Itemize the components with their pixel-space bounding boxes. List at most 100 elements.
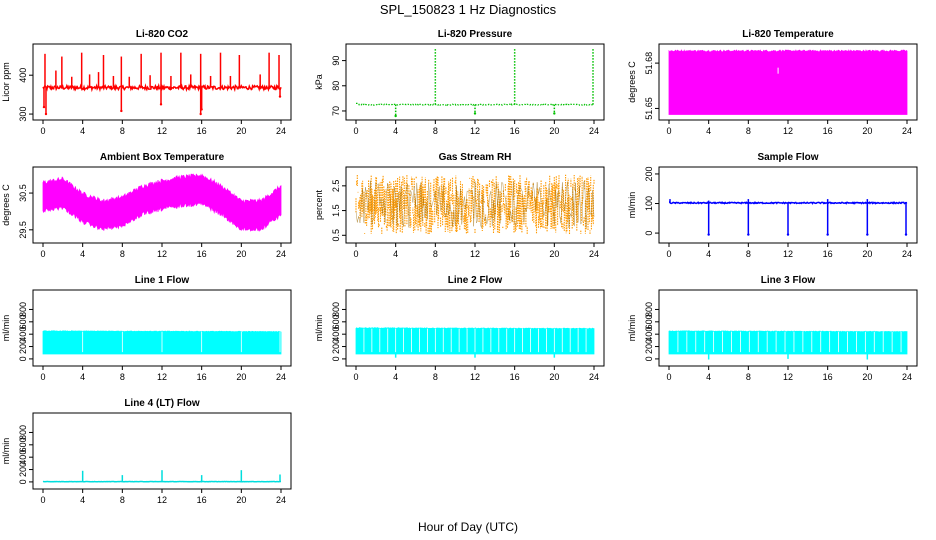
series-line-4-lt-flow <box>42 470 281 483</box>
panel-title-li820-co2: Li-820 CO2 <box>136 29 189 40</box>
x-tick-label-li820-co2-3: 12 <box>157 126 167 136</box>
dip-point-sample-flow-5 <box>904 233 908 236</box>
x-tick-label-li820-pressure-2: 8 <box>433 126 438 136</box>
y-tick-label-line-3-flow-3: 600 <box>644 314 654 329</box>
dip-point-sample-flow-4 <box>866 233 869 236</box>
x-tick-label-line-1-flow-2: 8 <box>120 372 125 382</box>
y-tick-label-line-3-flow-4: 800 <box>644 302 654 317</box>
x-tick-label-ambient-box-temperature-5: 20 <box>236 249 246 259</box>
series-line-2-flow <box>355 327 595 358</box>
x-tick-label-li820-pressure-3: 12 <box>470 126 480 136</box>
x-tick-label-gas-stream-rh-3: 12 <box>470 249 480 259</box>
dip-point-li820-pressure-2 <box>553 112 556 115</box>
x-tick-label-line-1-flow-6: 24 <box>276 372 286 382</box>
y-axis-label-ambient-box-temperature: degrees C <box>1 184 11 226</box>
x-tick-label-sample-flow-3: 12 <box>783 249 793 259</box>
y-tick-label-gas-stream-rh-0: 0.5 <box>331 229 341 242</box>
y-tick-label-line-2-flow-2: 400 <box>331 327 341 342</box>
dip-point-sample-flow-3 <box>826 233 829 236</box>
x-tick-label-line-2-flow-4: 16 <box>510 372 520 382</box>
x-tick-label-gas-stream-rh-4: 16 <box>510 249 520 259</box>
y-tick-label-line-4-lt-flow-4: 800 <box>18 425 28 440</box>
x-tick-label-li820-pressure-0: 0 <box>353 126 358 136</box>
panel-li820-temperature: Li-820 Temperature degrees C 0 4 8 12 16 20 24 51… <box>627 29 918 136</box>
panel-line-2-flow: Line 2 Flow ml/min 0 4 8 12 16 20 24 0 20040060080… <box>314 275 605 382</box>
y-axis-label-sample-flow: ml/min <box>627 192 637 219</box>
dip-point-li820-co2-6 <box>278 95 282 98</box>
y-tick-label-line-1-flow-1: 200 <box>18 339 28 354</box>
x-tick-label-line-2-flow-2: 8 <box>433 372 438 382</box>
x-tick-label-li820-co2-2: 8 <box>120 126 125 136</box>
dip-point-li820-co2-3 <box>159 103 163 106</box>
x-tick-label-line-1-flow-5: 20 <box>236 372 246 382</box>
panel-title-line-2-flow: Line 2 Flow <box>448 275 503 286</box>
dip-point-li820-co2-1 <box>44 112 48 116</box>
x-tick-label-sample-flow-4: 16 <box>823 249 833 259</box>
y-tick-label-li820-pressure-0: 70 <box>331 106 341 116</box>
panel-line-3-flow: Line 3 Flow ml/min 0 4 8 12 16 20 24 0 20040060080… <box>627 275 918 382</box>
x-tick-label-line-1-flow-3: 12 <box>157 372 167 382</box>
y-tick-label-line-2-flow-3: 600 <box>331 314 341 329</box>
x-tick-label-li820-pressure-1: 4 <box>393 126 398 136</box>
y-tick-label-ambient-box-temperature-1: 30.5 <box>18 184 28 202</box>
y-tick-label-gas-stream-rh-2: 2.5 <box>331 180 341 193</box>
x-tick-label-line-4-lt-flow-1: 4 <box>80 495 85 505</box>
figure-title: SPL_150823 1 Hz Diagnostics <box>380 2 557 17</box>
series-li820-pressure <box>356 48 595 118</box>
x-tick-label-li820-pressure-5: 20 <box>549 126 559 136</box>
series-band-ambient-box-temperature <box>42 173 282 232</box>
y-tick-label-li820-pressure-2: 90 <box>331 56 341 66</box>
y-axis-label-line-4-lt-flow: ml/min <box>1 438 11 465</box>
panel-title-line-3-flow: Line 3 Flow <box>761 275 816 286</box>
x-tick-label-gas-stream-rh-6: 24 <box>589 249 599 259</box>
x-tick-label-gas-stream-rh-0: 0 <box>353 249 358 259</box>
x-tick-label-line-4-lt-flow-6: 24 <box>276 495 286 505</box>
y-tick-label-sample-flow-0: 0 <box>644 231 654 236</box>
x-tick-label-sample-flow-6: 24 <box>902 249 912 259</box>
panel-title-li820-temperature: Li-820 Temperature <box>742 29 834 40</box>
x-tick-label-li820-co2-1: 4 <box>80 126 85 136</box>
x-tick-label-li820-co2-0: 0 <box>40 126 45 136</box>
y-tick-label-gas-stream-rh-1: 1.5 <box>331 204 341 217</box>
y-tick-label-line-4-lt-flow-0: 0 <box>18 479 28 484</box>
panel-ambient-box-temperature: Ambient Box Temperature degrees C 0 4 8 12 16 2… <box>1 152 292 259</box>
y-axis-label-li820-pressure: kPa <box>314 74 324 90</box>
series-line-li820-co2 <box>42 82 282 93</box>
x-tick-label-line-1-flow-0: 0 <box>40 372 45 382</box>
dip-point-li820-co2-5 <box>200 108 203 111</box>
y-tick-label-line-2-flow-0: 0 <box>331 356 341 361</box>
panel-title-line-4-lt-flow: Line 4 (LT) Flow <box>124 398 200 409</box>
x-tick-label-li820-temperature-2: 8 <box>746 126 751 136</box>
y-tick-label-li820-pressure-1: 80 <box>331 81 341 91</box>
y-axis-label-li820-temperature: degrees C <box>627 61 637 103</box>
figure-x-axis-title: Hour of Day (UTC) <box>418 520 518 534</box>
y-tick-label-line-1-flow-0: 0 <box>18 356 28 361</box>
panel-gas-stream-rh: Gas Stream RH percent 0 4 8 12 16 20 24 0.5 1.5 2.5 <box>314 152 605 259</box>
y-tick-label-line-1-flow-2: 400 <box>18 327 28 342</box>
panel-title-line-1-flow: Line 1 Flow <box>135 275 190 286</box>
y-tick-label-line-3-flow-0: 0 <box>644 356 654 361</box>
series-ambient-box-temperature <box>42 173 282 232</box>
x-tick-label-sample-flow-2: 8 <box>746 249 751 259</box>
x-tick-label-li820-co2-4: 16 <box>197 126 207 136</box>
panel-sample-flow: Sample Flow ml/min 0 4 8 12 16 20 24 0 100 200 <box>627 152 918 259</box>
dip-point-li820-co2-4 <box>199 112 202 116</box>
x-tick-label-line-4-lt-flow-0: 0 <box>40 495 45 505</box>
x-tick-label-line-3-flow-3: 12 <box>783 372 793 382</box>
dip-point-sample-flow-0 <box>707 233 710 236</box>
x-tick-label-line-3-flow-5: 20 <box>862 372 872 382</box>
x-tick-label-li820-temperature-4: 16 <box>823 126 833 136</box>
panel-line-1-flow: Line 1 Flow ml/min 0 4 8 12 16 20 24 0 20040060080… <box>1 275 292 382</box>
x-tick-label-gas-stream-rh-2: 8 <box>433 249 438 259</box>
x-tick-label-line-3-flow-2: 8 <box>746 372 751 382</box>
x-tick-label-li820-temperature-5: 20 <box>862 126 872 136</box>
x-tick-label-ambient-box-temperature-1: 4 <box>80 249 85 259</box>
y-tick-label-line-3-flow-2: 400 <box>644 327 654 342</box>
x-tick-label-li820-pressure-4: 16 <box>510 126 520 136</box>
panel-line-4-lt-flow: Line 4 (LT) Flow ml/min 0 4 8 12 16 20 24 0 200400… <box>1 398 292 505</box>
y-tick-label-line-3-flow-1: 200 <box>644 339 654 354</box>
panel-title-sample-flow: Sample Flow <box>757 152 818 163</box>
panel-li820-pressure: Li-820 Pressure kPa 0 4 8 12 16 20 24 70 80 90 <box>314 29 605 136</box>
